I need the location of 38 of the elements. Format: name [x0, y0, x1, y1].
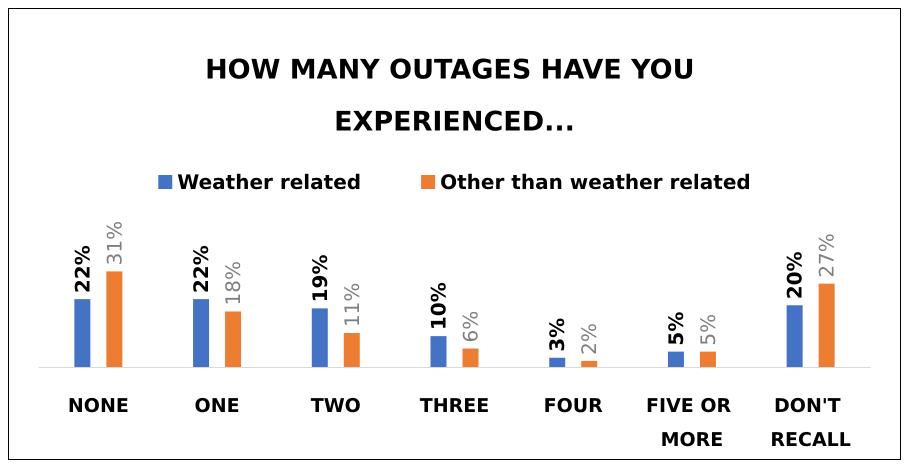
x-tick-label: THREE [420, 395, 490, 417]
legend-label: Other than weather related [440, 170, 751, 194]
bar [462, 348, 478, 367]
bar [786, 305, 803, 367]
x-tick-label: TWO [310, 395, 361, 417]
data-label: 18% [221, 261, 246, 306]
legend-label: Weather related [177, 170, 362, 194]
data-label: 11% [340, 282, 364, 328]
bar [106, 271, 122, 367]
data-label: 19% [308, 254, 332, 302]
data-label: 5% [696, 314, 720, 346]
bar [74, 299, 90, 367]
bar [225, 311, 242, 367]
data-label: 27% [814, 233, 839, 278]
data-label: 10% [426, 282, 450, 330]
data-label: 2% [577, 323, 602, 355]
data-label: 20% [782, 251, 807, 300]
data-label: 3% [545, 318, 570, 352]
bar [700, 352, 716, 367]
x-tick-label: FIVE OR MORE [646, 395, 738, 451]
bar [430, 336, 446, 367]
bar [668, 352, 684, 367]
x-tick-label: FOUR [544, 395, 604, 417]
bar [344, 333, 360, 367]
data-label: 31% [102, 220, 126, 266]
bar [581, 360, 598, 367]
bar [193, 299, 210, 367]
bar [818, 284, 835, 367]
x-tick-label: ONE [194, 395, 240, 417]
x-tick-label: DON'T RECALL [770, 395, 851, 451]
x-tick-label: NONE [68, 395, 129, 417]
bar [549, 358, 566, 367]
data-label: 22% [70, 245, 94, 294]
bar [312, 308, 328, 367]
data-label: 5% [664, 312, 688, 346]
chart-title: HOW MANY OUTAGES HAVE YOU EXPERIENCED... [205, 54, 704, 138]
data-label: 22% [189, 245, 214, 294]
data-label: 6% [458, 310, 482, 342]
